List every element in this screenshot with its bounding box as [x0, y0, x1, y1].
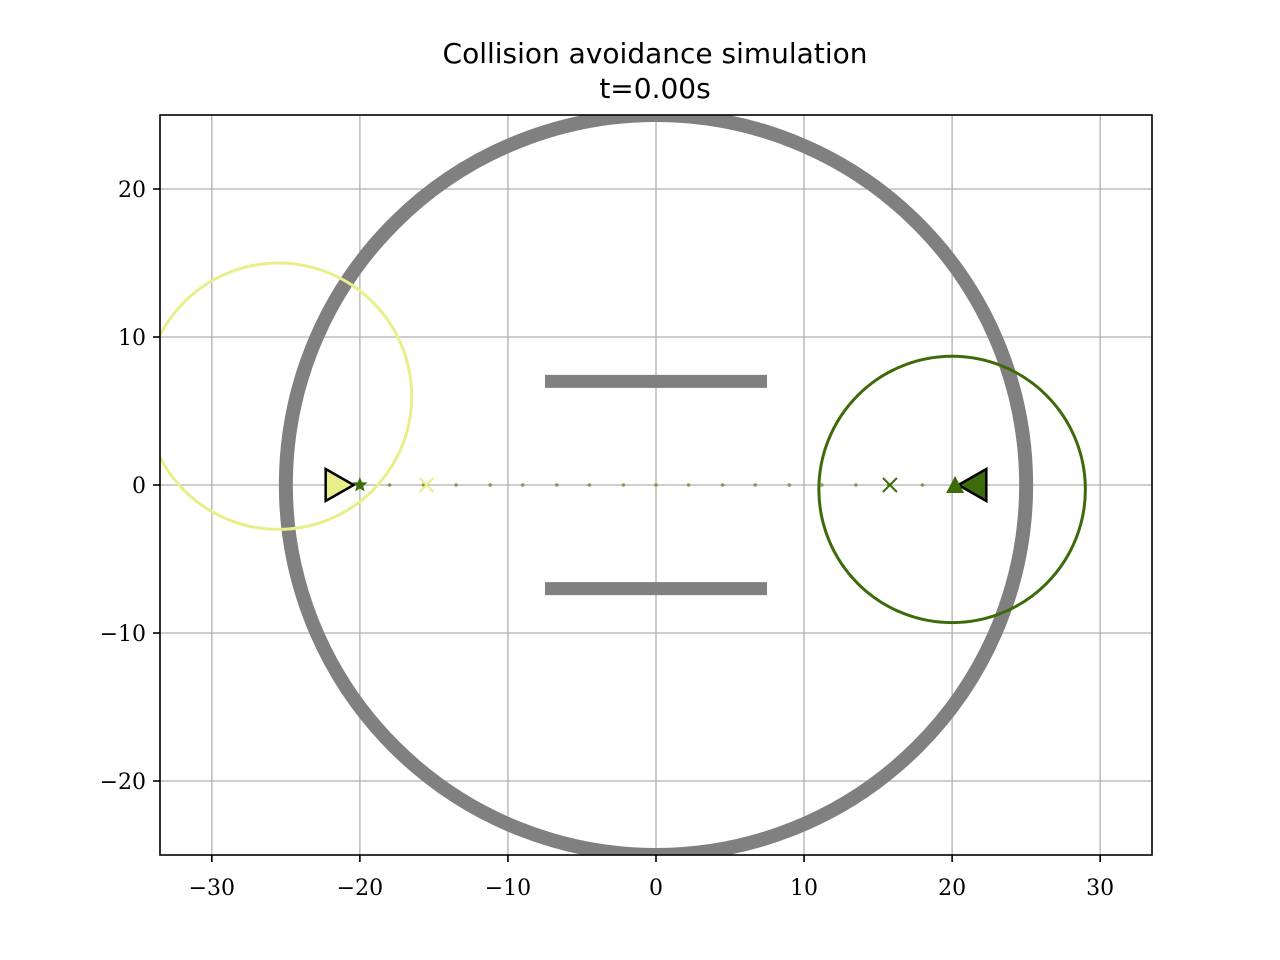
path-dot [720, 483, 725, 487]
path-dot [587, 483, 592, 487]
axis-ticks: −30 −20 −10 0 10 20 30 −20 −10 0 10 20 [100, 178, 1115, 901]
x-tick-label: 30 [1086, 876, 1114, 901]
x-tick-label: −30 [189, 876, 235, 901]
path-dot [454, 483, 458, 487]
path-dot [787, 483, 792, 487]
x-tick-label: 0 [649, 876, 663, 901]
path-dot [820, 483, 824, 487]
path-dot [753, 483, 757, 487]
agent-sensing-circle [817, 354, 1087, 625]
x-tick-label: 10 [790, 876, 818, 901]
y-tick-label: 10 [118, 326, 146, 351]
agent-heading-triangle [324, 466, 357, 504]
chart-title: Collision avoidance simulation [443, 37, 868, 70]
x-tick-label: −20 [337, 876, 383, 901]
path-dot [686, 483, 691, 487]
chart-subtitle: t=0.00s [599, 72, 710, 105]
path-dot [555, 483, 559, 487]
waypoint-x-stroke [882, 477, 898, 493]
path-dot [654, 483, 658, 487]
waypoint-x-marker [882, 477, 898, 493]
x-tick-label: −10 [485, 876, 531, 901]
agent-sensing-circle [160, 261, 414, 531]
y-tick-label: −10 [100, 622, 146, 647]
y-tick-label: −20 [100, 770, 146, 795]
path-dot [387, 483, 392, 487]
waypoint-x-marker [418, 477, 435, 493]
path-dot [520, 483, 525, 487]
plot-content [160, 115, 1087, 855]
waypoint-x-stroke [418, 477, 435, 493]
x-tick-label: 20 [938, 876, 966, 901]
path-dot [621, 483, 626, 487]
goal-star-marker [352, 477, 368, 492]
y-tick-label: 0 [132, 474, 146, 499]
agent-heading-triangle [955, 466, 988, 504]
y-tick-label: 20 [118, 178, 146, 203]
path-dot [854, 483, 858, 487]
path-dot [920, 483, 925, 487]
path-dot [488, 483, 492, 487]
goal-triangle-marker [946, 476, 965, 493]
boundary-circle-obstacle [278, 115, 1034, 855]
